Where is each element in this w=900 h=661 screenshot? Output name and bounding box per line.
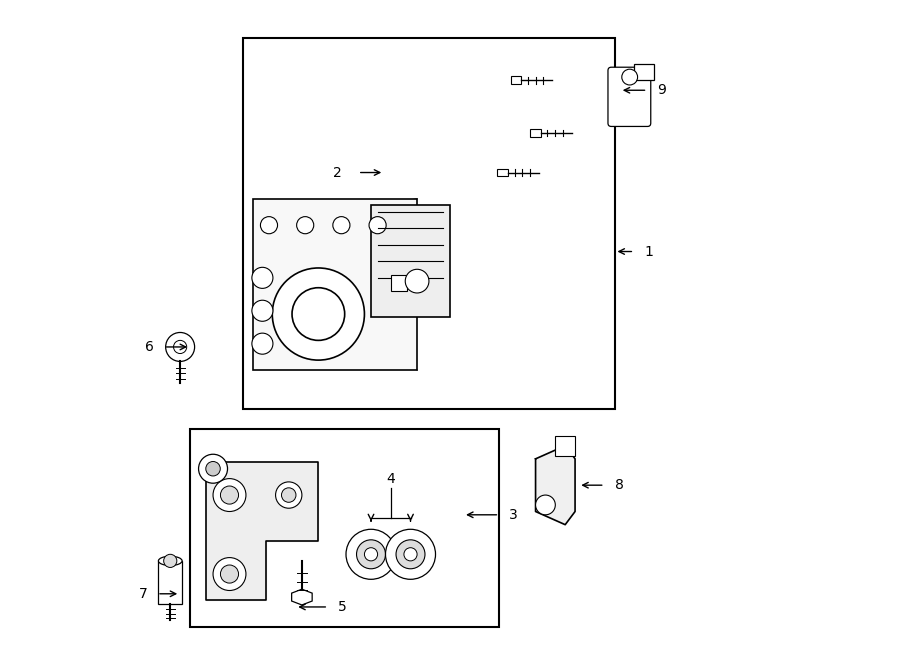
Circle shape <box>536 495 555 515</box>
FancyBboxPatch shape <box>608 67 651 126</box>
Circle shape <box>404 548 417 561</box>
Ellipse shape <box>158 557 182 565</box>
Text: 5: 5 <box>338 600 346 614</box>
Bar <box>498 169 508 176</box>
Text: 3: 3 <box>509 508 518 522</box>
Text: 4: 4 <box>386 471 395 486</box>
Bar <box>190 429 500 627</box>
Circle shape <box>385 529 436 579</box>
Text: 2: 2 <box>333 165 341 180</box>
Circle shape <box>396 540 425 568</box>
Circle shape <box>405 269 429 293</box>
Circle shape <box>206 461 220 476</box>
Bar <box>555 436 575 455</box>
Circle shape <box>213 479 246 512</box>
Bar <box>158 561 182 603</box>
FancyBboxPatch shape <box>253 199 417 370</box>
Circle shape <box>282 488 296 502</box>
Bar <box>371 206 450 317</box>
Circle shape <box>199 454 228 483</box>
Circle shape <box>622 69 637 85</box>
Text: 1: 1 <box>644 245 653 258</box>
Circle shape <box>333 217 350 234</box>
Circle shape <box>369 217 386 234</box>
Bar <box>243 38 615 409</box>
Circle shape <box>273 268 364 360</box>
Circle shape <box>252 300 273 321</box>
Text: 7: 7 <box>139 587 148 601</box>
Circle shape <box>364 548 378 561</box>
Bar <box>510 77 521 85</box>
Circle shape <box>220 486 238 504</box>
Bar <box>391 274 407 291</box>
Circle shape <box>275 482 302 508</box>
Circle shape <box>252 333 273 354</box>
Circle shape <box>356 540 385 568</box>
Circle shape <box>346 529 396 579</box>
Polygon shape <box>536 446 575 525</box>
Text: 6: 6 <box>145 340 154 354</box>
Text: 9: 9 <box>657 83 666 97</box>
Circle shape <box>213 558 246 590</box>
Circle shape <box>252 267 273 288</box>
Text: 8: 8 <box>615 478 624 492</box>
Circle shape <box>166 332 194 362</box>
Circle shape <box>220 565 238 583</box>
Circle shape <box>292 288 345 340</box>
Polygon shape <box>206 462 319 600</box>
Circle shape <box>297 217 314 234</box>
Polygon shape <box>292 589 312 605</box>
Bar <box>634 64 654 81</box>
Circle shape <box>164 555 176 567</box>
Bar <box>530 129 541 137</box>
Circle shape <box>260 217 277 234</box>
Circle shape <box>174 340 186 354</box>
